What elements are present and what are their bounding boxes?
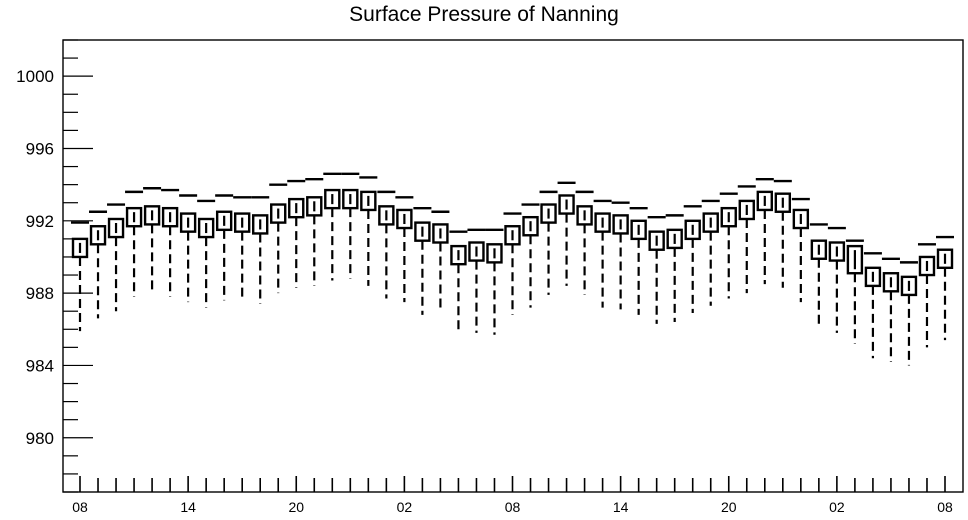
box-15 xyxy=(341,172,360,279)
box-46 xyxy=(899,261,918,366)
box-28 xyxy=(575,190,594,295)
box-32 xyxy=(647,215,666,324)
box-12 xyxy=(287,179,306,288)
box-5 xyxy=(161,188,180,297)
box-14 xyxy=(323,172,342,281)
y-tick-label: 984 xyxy=(26,356,54,375)
box-16 xyxy=(359,176,378,286)
box-34 xyxy=(683,205,702,314)
box-20 xyxy=(431,210,450,310)
box-17 xyxy=(377,190,396,299)
box-24 xyxy=(503,212,522,315)
box-18 xyxy=(395,196,414,303)
box-19 xyxy=(413,206,432,315)
box-31 xyxy=(629,206,648,315)
box-45 xyxy=(881,257,900,362)
y-tick-label: 1000 xyxy=(16,67,54,86)
box-11 xyxy=(269,183,288,294)
box-6 xyxy=(179,194,198,303)
box-27 xyxy=(557,181,576,286)
box-23 xyxy=(485,228,504,335)
x-tick-label: 02 xyxy=(829,499,845,515)
x-tick-label: 02 xyxy=(397,499,413,515)
y-tick-label: 988 xyxy=(26,284,54,303)
box-42 xyxy=(827,226,846,333)
box-48 xyxy=(936,235,954,341)
x-tick-label: 20 xyxy=(721,499,737,515)
box-26 xyxy=(539,190,558,295)
box-29 xyxy=(593,199,612,308)
box-10 xyxy=(251,196,270,304)
box-4 xyxy=(143,187,162,294)
y-axis: 980 984 988 992 996 1000 xyxy=(16,39,93,493)
box-44 xyxy=(863,252,882,359)
x-tick-label: 14 xyxy=(613,499,629,515)
box-22 xyxy=(467,228,486,333)
chart-title: Surface Pressure of Nanning xyxy=(349,3,619,26)
y-tick-label: 992 xyxy=(26,212,54,231)
box-43 xyxy=(845,239,864,344)
y-tick-label: 996 xyxy=(26,139,54,158)
box-30 xyxy=(611,201,630,310)
box-33 xyxy=(665,214,684,323)
x-tick-label: 08 xyxy=(505,499,521,515)
x-tick-label: 08 xyxy=(72,499,88,515)
box-7 xyxy=(197,199,216,308)
box-36 xyxy=(719,192,738,299)
box-25 xyxy=(521,203,540,308)
box-series xyxy=(71,172,954,366)
box-39 xyxy=(773,179,792,288)
box-41 xyxy=(809,223,828,328)
box-13 xyxy=(305,178,324,286)
box-40 xyxy=(791,197,810,303)
y-tick-label: 980 xyxy=(26,429,54,448)
box-0 xyxy=(71,221,89,332)
box-9 xyxy=(233,196,252,301)
box-3 xyxy=(125,190,144,297)
box-1 xyxy=(89,210,108,319)
box-47 xyxy=(917,243,936,348)
box-38 xyxy=(755,178,774,285)
x-tick-label: 08 xyxy=(937,499,953,515)
box-2 xyxy=(107,203,126,312)
x-tick-label: 20 xyxy=(288,499,304,515)
box-8 xyxy=(215,194,234,301)
box-21 xyxy=(449,230,468,333)
x-tick-label: 14 xyxy=(180,499,196,515)
box-37 xyxy=(737,185,756,294)
box-35 xyxy=(701,199,720,306)
x-axis: 08 14 20 02 08 14 20 02 08 xyxy=(72,476,953,515)
